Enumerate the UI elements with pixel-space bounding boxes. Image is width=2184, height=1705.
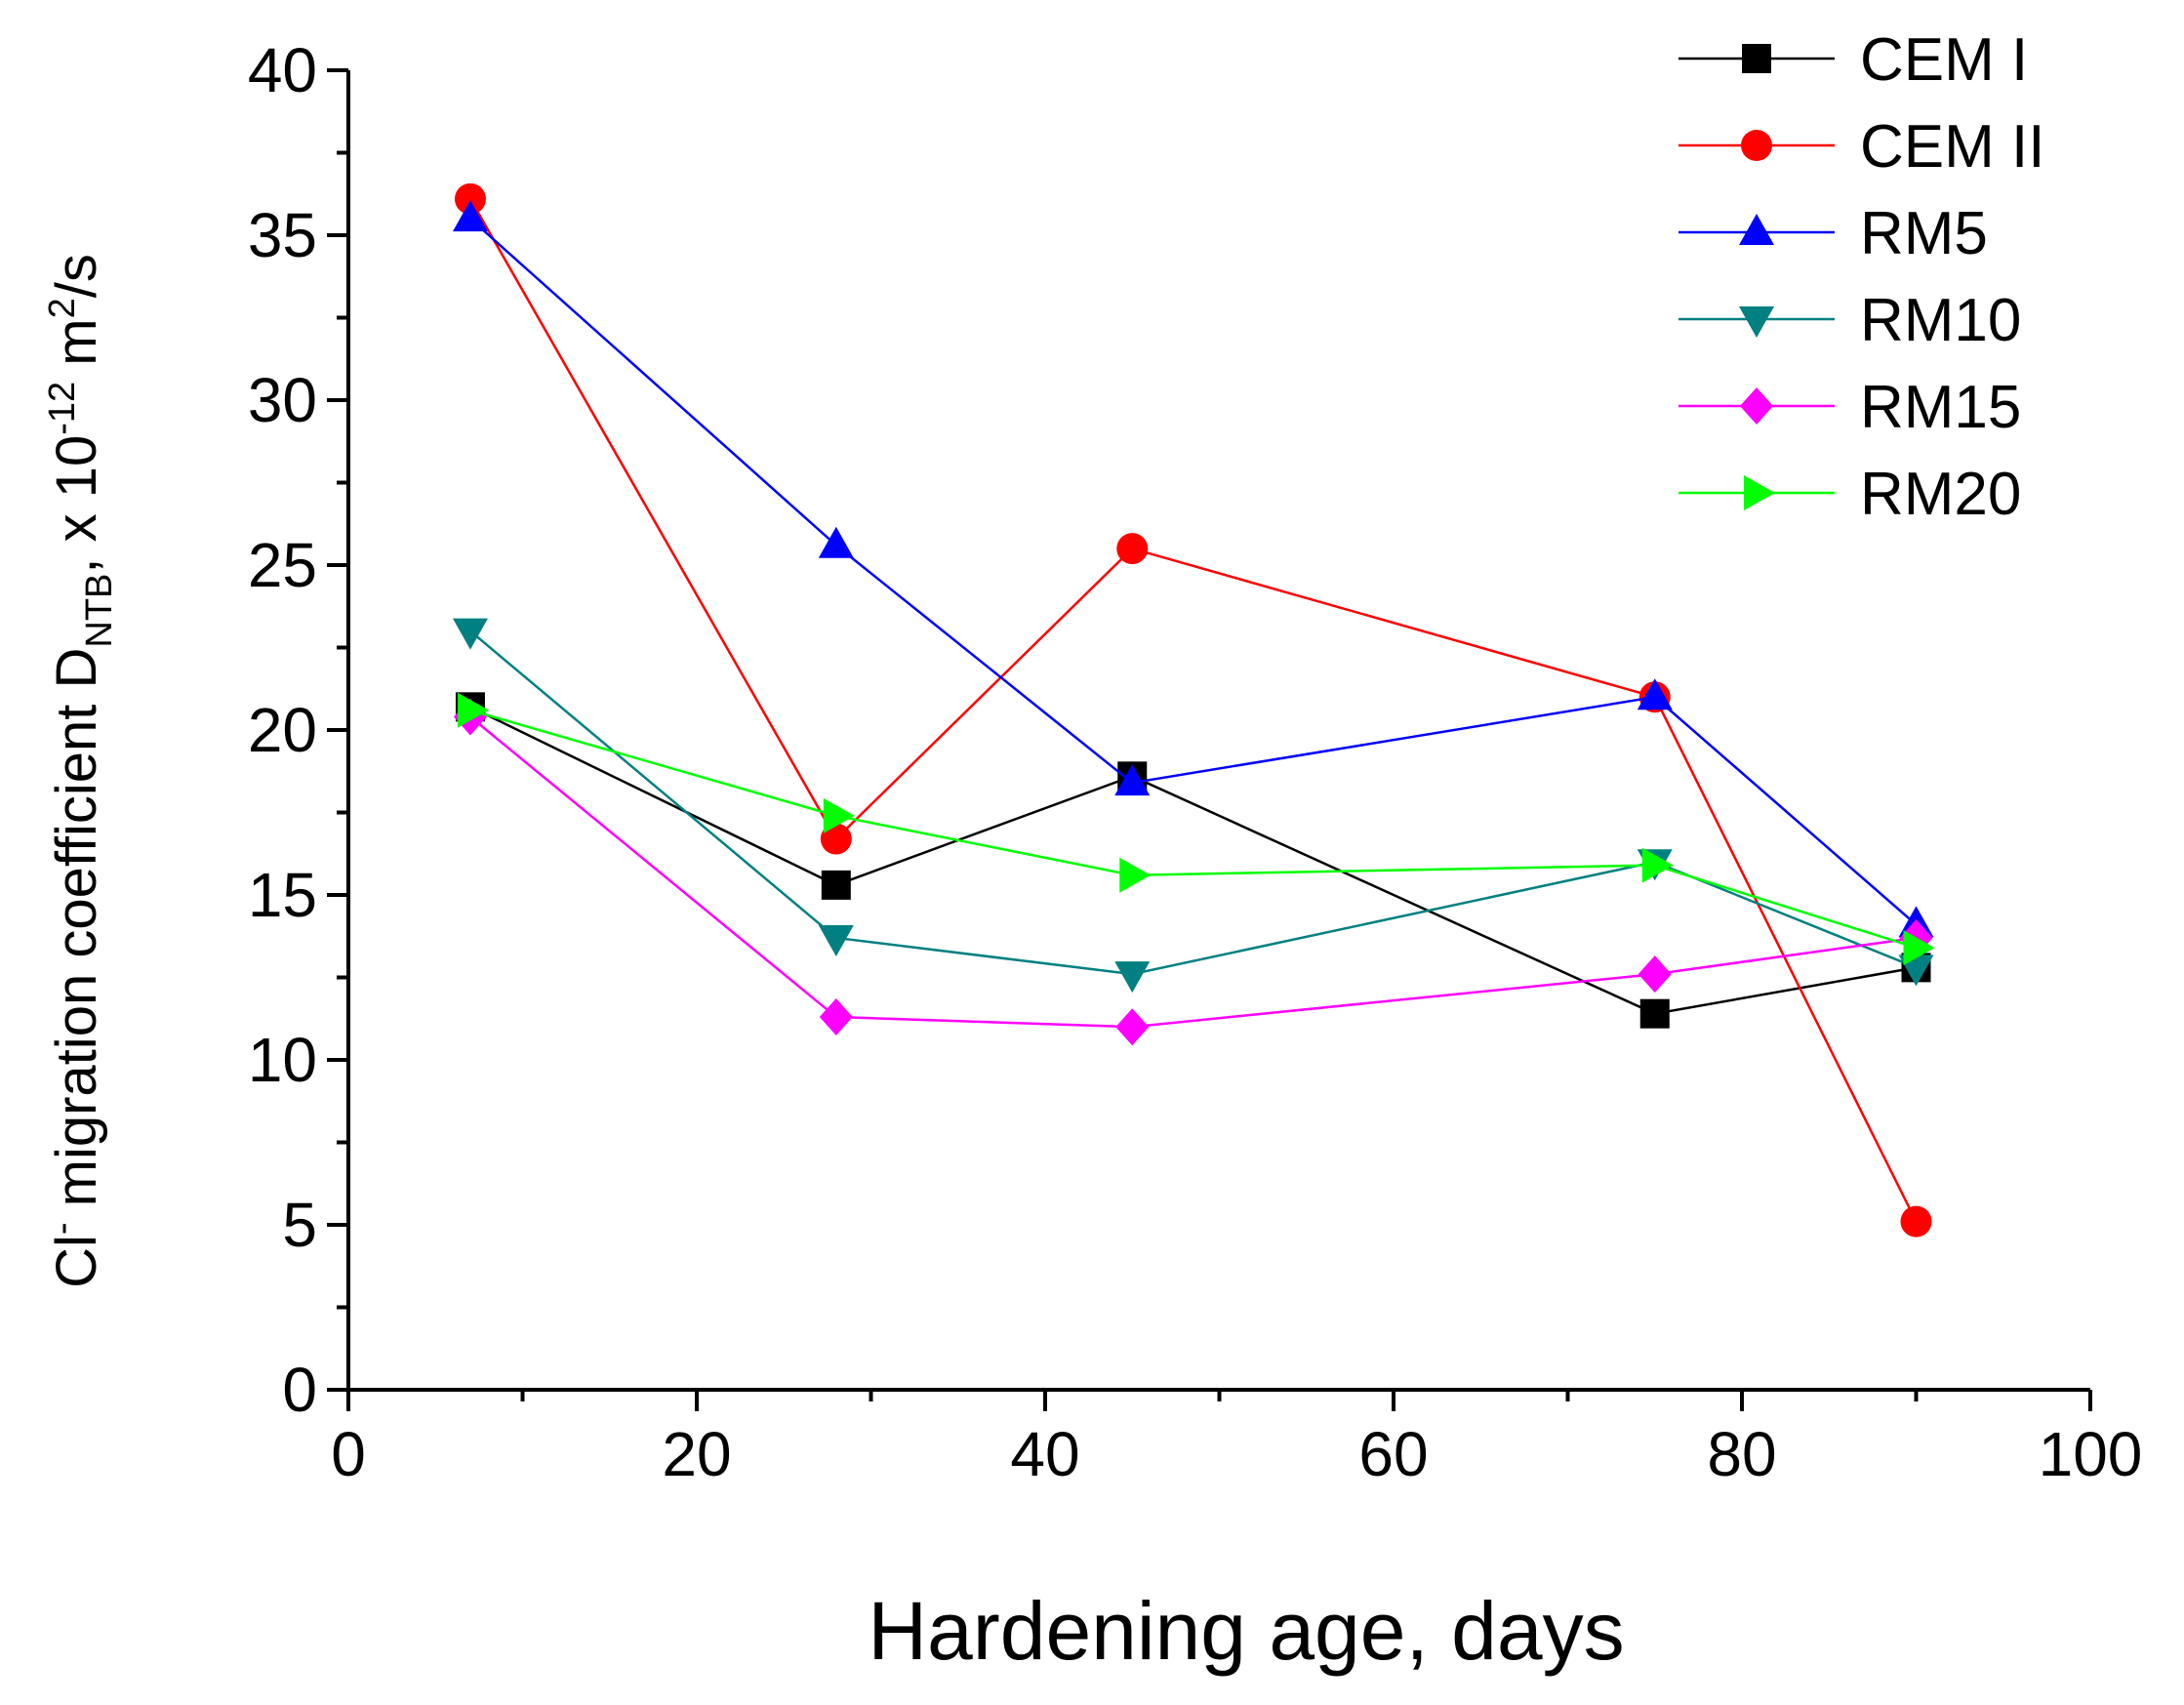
data-point-cem-ii bbox=[820, 823, 852, 855]
legend-label: RM20 bbox=[1860, 461, 2021, 528]
legend-item-rm10: RM10 bbox=[1678, 287, 2021, 354]
data-point-rm20 bbox=[1903, 930, 1935, 966]
data-point-rm5 bbox=[452, 200, 488, 232]
data-point-rm10 bbox=[452, 618, 488, 650]
data-point-rm5 bbox=[1637, 678, 1673, 710]
series-line-rm5 bbox=[469, 218, 1918, 926]
data-point-rm5 bbox=[1114, 764, 1151, 796]
y-tick-label: 25 bbox=[248, 530, 317, 600]
x-tick-label: 80 bbox=[1707, 1419, 1776, 1489]
legend-marker bbox=[1740, 387, 1773, 425]
legend-marker bbox=[1741, 130, 1772, 161]
y-label-prefix: Cl bbox=[45, 1235, 108, 1288]
x-axis-title: Hardening age, days bbox=[868, 1585, 1624, 1677]
series-line-cem-ii bbox=[468, 198, 1918, 1223]
data-point-cem-ii bbox=[1116, 533, 1149, 565]
series-rm5 bbox=[452, 200, 1934, 938]
y-label-sub: NTB bbox=[79, 574, 120, 648]
legend-marker bbox=[1742, 44, 1771, 73]
legend-item-cem-ii: CEM II bbox=[1678, 113, 2044, 181]
y-tick-label: 30 bbox=[248, 365, 317, 435]
legend-marker bbox=[1739, 306, 1774, 338]
y-label-prefix-sup: - bbox=[42, 1222, 83, 1235]
data-point-rm20 bbox=[457, 692, 489, 728]
y-axis-title: Cl- migration coefficient DNTB, x 10-12 … bbox=[42, 254, 120, 1288]
series-line-rm20 bbox=[469, 709, 1917, 950]
y-tick-label: 20 bbox=[248, 695, 317, 765]
y-tick-label: 0 bbox=[282, 1355, 317, 1425]
data-point-cem-ii bbox=[1900, 1205, 1932, 1238]
data-point-rm5 bbox=[818, 526, 854, 558]
series-rm20 bbox=[457, 692, 1935, 966]
legend-item-rm20: RM20 bbox=[1678, 461, 2021, 528]
legend-label: CEM II bbox=[1860, 113, 2044, 181]
series-cem-i bbox=[455, 692, 1931, 1029]
data-point-rm10 bbox=[818, 924, 854, 956]
data-point-rm10 bbox=[1114, 961, 1151, 994]
legend-item-cem-i: CEM I bbox=[1678, 26, 2028, 94]
legend: CEM I CEM II RM5 RM10 RM15 RM20 bbox=[1678, 26, 2044, 528]
data-point-rm15 bbox=[819, 998, 853, 1036]
y-tick-label: 15 bbox=[248, 860, 317, 930]
data-point-rm20 bbox=[1641, 847, 1674, 883]
legend-marker bbox=[1744, 475, 1775, 510]
data-point-rm15 bbox=[1115, 1008, 1150, 1046]
x-tick-label: 40 bbox=[1010, 1419, 1079, 1489]
legend-label: RM15 bbox=[1860, 374, 2021, 441]
y-label-unit-sup: 2 bbox=[42, 298, 83, 318]
y-tick-label: 40 bbox=[248, 35, 317, 105]
legend-item-rm15: RM15 bbox=[1678, 374, 2021, 441]
series-cem-ii bbox=[454, 183, 1932, 1238]
legend-item-rm5: RM5 bbox=[1678, 200, 1988, 267]
x-tick-label: 0 bbox=[331, 1419, 366, 1489]
y-label-mid: , x 10 bbox=[45, 435, 108, 574]
data-point-cem-ii bbox=[454, 183, 486, 215]
legend-marker bbox=[1739, 214, 1774, 245]
series-layer bbox=[452, 183, 1935, 1238]
y-label-exp: -12 bbox=[42, 382, 83, 435]
y-tick-label: 10 bbox=[248, 1025, 317, 1095]
legend-label: RM10 bbox=[1860, 287, 2021, 354]
data-point-rm20 bbox=[823, 797, 855, 833]
axes: 0 5 10 15 20 25 30 35 40 0 20 40 60 80 100 bbox=[248, 35, 2143, 1489]
y-label-tail: /s bbox=[45, 254, 108, 298]
series-line-rm15 bbox=[469, 715, 1917, 1029]
data-point-cem-i bbox=[821, 870, 851, 900]
data-point-cem-i bbox=[1639, 998, 1670, 1029]
y-label-unit: m bbox=[45, 318, 108, 381]
x-tick-label: 20 bbox=[662, 1419, 731, 1489]
series-rm15 bbox=[453, 698, 1933, 1046]
data-point-rm20 bbox=[1119, 857, 1152, 893]
y-tick-label: 5 bbox=[282, 1190, 317, 1260]
y-tick-label: 35 bbox=[248, 200, 317, 270]
x-tick-label: 100 bbox=[2039, 1419, 2143, 1489]
x-tick-label: 60 bbox=[1358, 1419, 1428, 1489]
legend-label: CEM I bbox=[1860, 26, 2028, 94]
legend-label: RM5 bbox=[1860, 200, 1988, 267]
data-point-rm15 bbox=[1638, 955, 1672, 994]
y-label-main: migration coefficient D bbox=[45, 648, 108, 1223]
